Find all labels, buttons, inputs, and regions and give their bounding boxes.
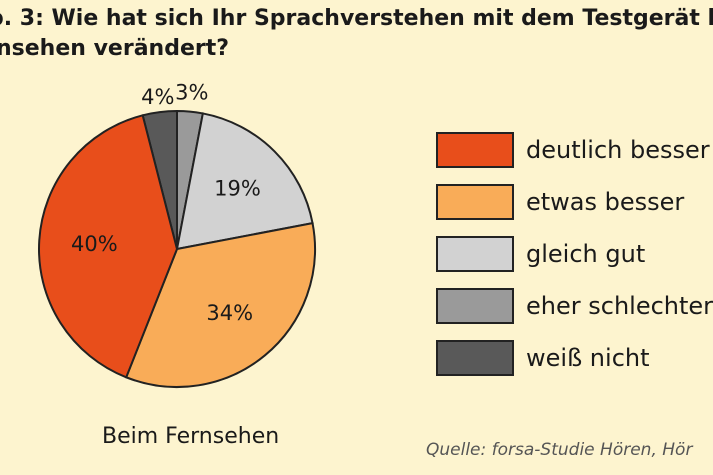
legend-label-deutlich-besser: deutlich besser <box>526 136 710 164</box>
pie-label-etwas-besser: 34% <box>206 301 253 325</box>
legend-swatch-weiss-nicht <box>436 340 514 376</box>
pie-labels: 4% 3% 19% 34% 40% <box>71 80 261 324</box>
legend-label-weiss-nicht: weiß nicht <box>526 344 650 372</box>
chart-title-line-2: nsehen verändert? <box>0 36 229 61</box>
legend-swatch-gleich-gut <box>436 236 514 272</box>
legend-label-gleich-gut: gleich gut <box>526 240 646 268</box>
source-note: Quelle: forsa-Studie Hören, Hör <box>426 440 693 460</box>
pie-label-eher-schlechter: 3% <box>175 80 208 104</box>
legend-swatch-etwas-besser <box>436 184 514 220</box>
pie-slice-etwas-besser <box>124 221 316 388</box>
legend-swatch-deutlich-besser <box>436 132 514 168</box>
pie-slices <box>38 109 316 388</box>
pie-label-deutlich-besser: 40% <box>71 232 118 256</box>
chart-title-line-1: b. 3: Wie hat sich Ihr Sprachverstehen m… <box>0 6 713 31</box>
chart-title: b. 3: Wie hat sich Ihr Sprachverstehen m… <box>0 0 713 64</box>
legend-label-eher-schlechter: eher schlechter <box>526 292 713 320</box>
legend-swatch-eher-schlechter <box>436 288 514 324</box>
pie-label-weiss-nicht: 4% <box>141 85 174 109</box>
pie-label-gleich-gut: 19% <box>214 176 261 200</box>
legend-label-etwas-besser: etwas besser <box>526 188 685 216</box>
pie-slice-gleich-gut <box>175 112 314 251</box>
pie-slice-deutlich-besser <box>38 114 179 379</box>
chart-subtitle: Beim Fernsehen <box>102 424 280 449</box>
